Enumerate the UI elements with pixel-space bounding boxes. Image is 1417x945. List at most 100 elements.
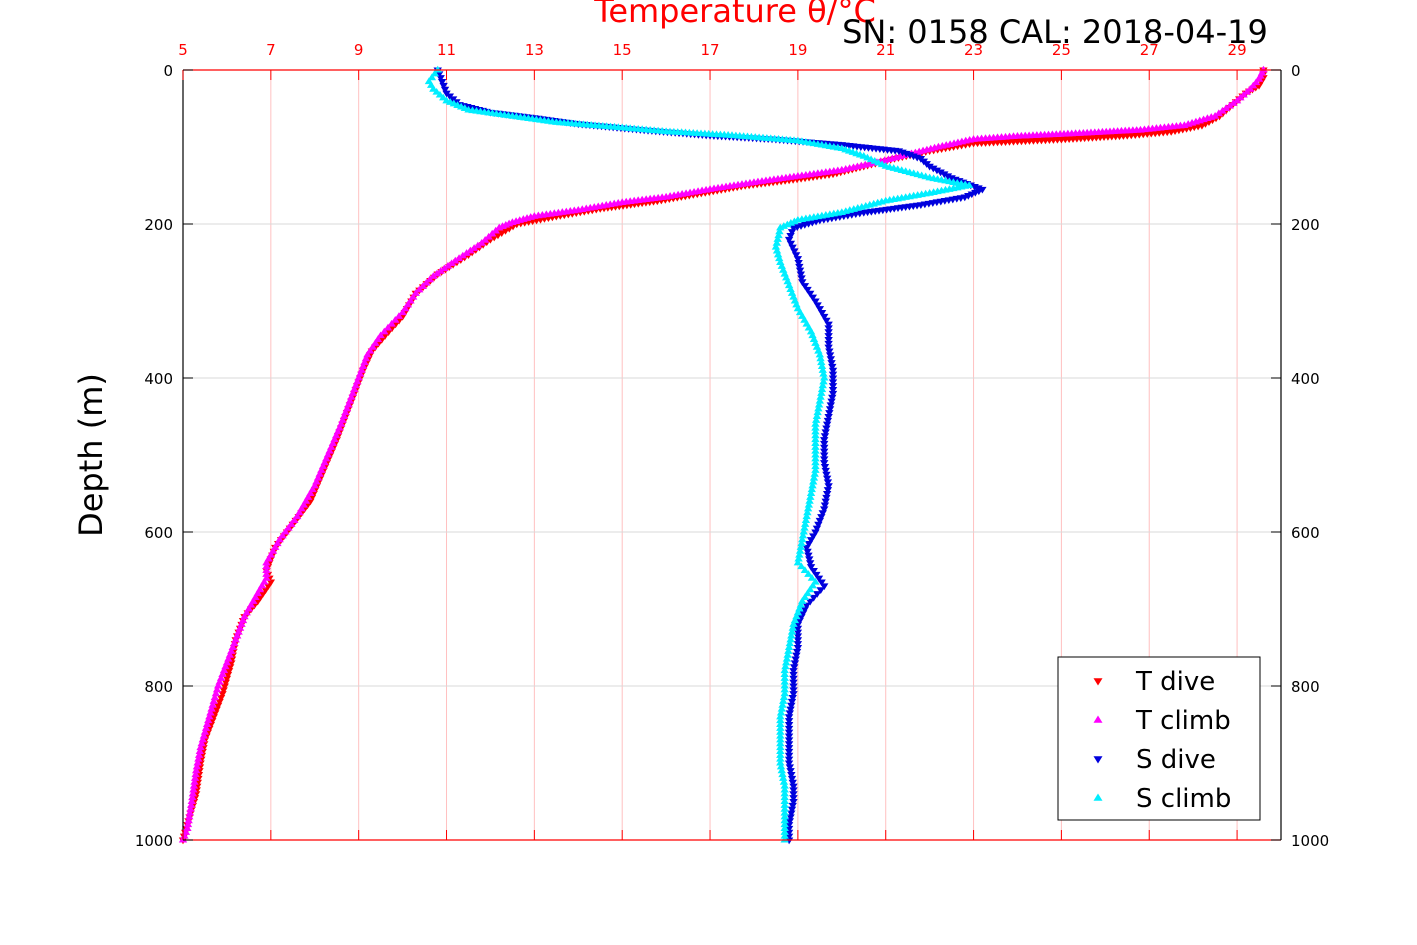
data-point xyxy=(261,587,270,594)
data-point xyxy=(784,236,794,244)
data-point xyxy=(785,818,795,825)
data-point xyxy=(822,490,832,498)
data-point xyxy=(798,531,808,539)
data-point xyxy=(789,691,798,698)
data-point xyxy=(189,785,198,793)
data-point xyxy=(803,504,813,512)
data-point xyxy=(219,687,228,695)
data-point xyxy=(799,527,808,535)
data-point xyxy=(185,812,194,820)
data-point xyxy=(800,566,810,574)
data-point xyxy=(820,464,830,471)
data-point xyxy=(803,508,812,516)
data-point xyxy=(828,363,837,371)
data-point xyxy=(824,340,833,348)
data-point xyxy=(212,706,221,714)
data-point xyxy=(820,452,829,460)
data-point xyxy=(440,264,449,272)
x-tick-label: 13 xyxy=(525,41,544,59)
y-tick-label-left: 600 xyxy=(144,524,173,542)
y-tick-label-left: 400 xyxy=(144,370,173,388)
data-point xyxy=(811,529,820,537)
x-tick-label: 27 xyxy=(1140,41,1159,59)
data-point xyxy=(790,660,800,668)
data-point xyxy=(779,697,788,704)
labels: Temperature θ/°C SN: 0158 CAL: 2018-04-1… xyxy=(72,0,1268,537)
series-layer xyxy=(178,65,1268,845)
x-tick-label: 23 xyxy=(964,41,983,59)
data-point xyxy=(806,564,816,571)
data-point xyxy=(780,835,789,843)
data-point xyxy=(794,259,803,267)
y-tick-label-right: 1000 xyxy=(1291,832,1329,850)
data-point xyxy=(820,373,829,381)
data-point xyxy=(775,227,784,235)
x-tick-label: 15 xyxy=(613,41,632,59)
data-point xyxy=(462,249,471,256)
data-point xyxy=(789,671,798,679)
data-point xyxy=(780,831,789,839)
data-point xyxy=(806,537,816,544)
y-tick-label-right: 400 xyxy=(1291,370,1320,388)
data-point xyxy=(782,654,792,662)
data-point xyxy=(820,440,829,448)
data-point xyxy=(811,462,820,470)
data-point xyxy=(222,675,232,683)
data-point xyxy=(784,756,794,764)
data-point xyxy=(811,431,820,439)
data-point xyxy=(477,239,486,246)
data-point xyxy=(187,797,196,805)
series-s-climb xyxy=(424,65,974,843)
data-point xyxy=(788,779,797,787)
data-point xyxy=(789,791,798,798)
data-point xyxy=(196,743,205,751)
data-point xyxy=(793,558,803,566)
data-point xyxy=(778,770,787,778)
data-point xyxy=(780,828,789,835)
axes: 5 7 9 11 13 15 17 19 21 23 25 27 29 0 0 200 200 400 400 600… xyxy=(135,41,1329,850)
legend-label: S dive xyxy=(1136,745,1216,775)
data-point xyxy=(797,614,806,621)
data-point xyxy=(784,647,793,654)
data-point xyxy=(776,739,785,747)
data-point xyxy=(798,535,807,543)
data-point xyxy=(814,400,824,408)
data-point xyxy=(828,379,838,387)
data-point xyxy=(784,748,794,756)
data-point xyxy=(822,421,832,429)
data-point xyxy=(779,778,789,785)
data-point xyxy=(199,731,209,739)
data-point xyxy=(384,329,393,336)
data-point xyxy=(824,336,833,344)
data-point xyxy=(772,239,781,246)
data-point xyxy=(776,708,786,716)
data-point xyxy=(207,704,216,712)
data-point xyxy=(220,683,229,691)
x-tick-label: 7 xyxy=(266,41,276,59)
data-point xyxy=(425,275,435,283)
data-point xyxy=(469,244,479,251)
data-point xyxy=(218,691,227,698)
data-point xyxy=(787,631,796,639)
data-point xyxy=(458,251,468,259)
data-point xyxy=(785,764,795,772)
data-point xyxy=(776,731,785,739)
data-point xyxy=(201,724,211,731)
data-point xyxy=(808,481,817,489)
data-point xyxy=(780,805,789,812)
data-point xyxy=(422,278,431,286)
data-point xyxy=(800,283,810,290)
data-point xyxy=(819,369,828,377)
data-point xyxy=(822,425,831,433)
data-point xyxy=(183,820,193,828)
data-point xyxy=(817,579,826,587)
data-point xyxy=(387,319,396,327)
data-point xyxy=(816,393,825,400)
data-point xyxy=(815,396,825,404)
data-point xyxy=(811,458,820,466)
data-point xyxy=(784,725,794,733)
data-point xyxy=(789,687,798,695)
data-point xyxy=(811,454,820,462)
data-point xyxy=(784,760,794,768)
data-point xyxy=(817,389,826,396)
